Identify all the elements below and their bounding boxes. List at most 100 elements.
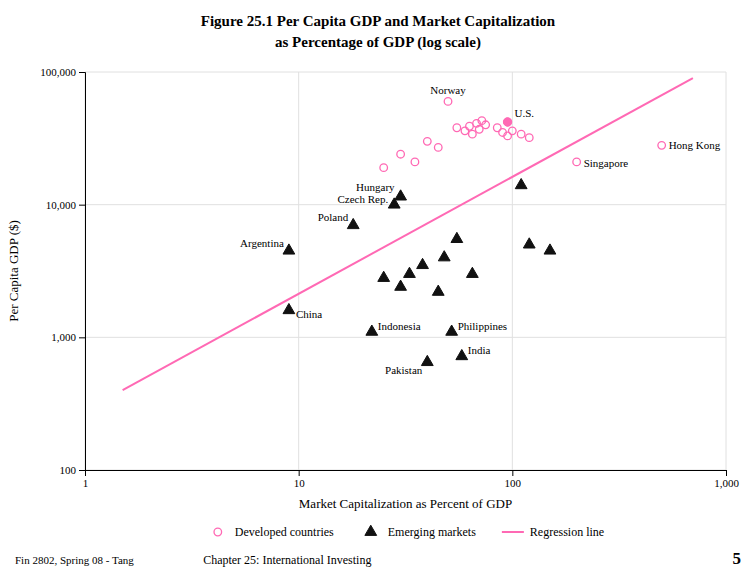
- x-axis-line: [86, 471, 727, 477]
- legend-item: Developed countries: [214, 525, 334, 539]
- legend-swatch: [365, 525, 377, 535]
- x-tick: 1: [83, 470, 89, 489]
- grid-line: [85, 337, 726, 338]
- x-tick-label: 1: [83, 477, 89, 489]
- point: [438, 251, 450, 261]
- plot-area: 1101001,0001001,00010,000100,000Market C…: [6, 66, 739, 511]
- legend-label: Developed countries: [235, 525, 334, 539]
- y-tick-mark: [79, 205, 85, 206]
- y-axis-title: Per Capita GDP ($): [6, 220, 21, 322]
- point: [544, 244, 556, 254]
- point: [397, 150, 405, 158]
- legend-label: Emerging markets: [388, 525, 476, 539]
- point: [366, 325, 378, 335]
- point: [504, 118, 512, 126]
- x-tick: 1,000: [714, 470, 739, 489]
- footer-text: 5: [733, 549, 742, 568]
- point: [404, 267, 416, 277]
- y-tick: 100: [60, 464, 86, 476]
- x-tick-label: 1,000: [714, 477, 739, 489]
- point: [503, 118, 511, 126]
- point: [515, 178, 527, 188]
- point-label: Hong Kong: [669, 139, 721, 151]
- grid-line: [85, 204, 726, 205]
- point-labels: Norway Hong Kong Singapore U.S. HungaryCzech…: [240, 84, 721, 376]
- x-tick-label: 10: [294, 477, 306, 489]
- point: [395, 190, 407, 200]
- point: [444, 98, 452, 106]
- point: [434, 144, 442, 152]
- footer-text: Fin 2802, Spring 08 - Tang: [15, 554, 134, 566]
- point: [504, 132, 512, 140]
- point: [461, 127, 469, 135]
- point-label: U.S.: [515, 107, 535, 119]
- point: [573, 158, 581, 166]
- point-label: Indonesia: [378, 320, 421, 332]
- x-tick-mark: [299, 470, 300, 476]
- title-group: Figure 25.1 Per Capita GDP and Market Ca…: [201, 13, 556, 51]
- point: [446, 325, 458, 335]
- point: [378, 271, 390, 281]
- point-label: Norway: [430, 84, 466, 96]
- point: [424, 138, 432, 146]
- y-tick-mark: [79, 72, 85, 73]
- point-label: India: [468, 344, 491, 356]
- point: [417, 258, 429, 268]
- point-label: Pakistan: [385, 364, 423, 376]
- footer-text: Chapter 25: International Investing: [203, 553, 371, 567]
- marks: [123, 78, 693, 390]
- y-tick: 1,000: [51, 331, 85, 343]
- point-label: Philippines: [458, 320, 508, 332]
- x-tick-label: 100: [505, 477, 522, 489]
- point: [453, 124, 461, 132]
- point: [388, 198, 400, 208]
- point: [347, 218, 359, 228]
- point: [432, 285, 444, 295]
- x-tick: 100: [505, 470, 522, 489]
- y-tick-mark: [79, 337, 85, 338]
- point-label: Singapore: [584, 157, 629, 169]
- point: [658, 142, 666, 150]
- regression-line: [123, 78, 693, 390]
- point: [473, 120, 481, 128]
- point: [466, 122, 474, 130]
- y-axis-line: [79, 73, 86, 471]
- y-axis: 100 1,000 10,000 100,000: [40, 66, 85, 476]
- x-axis: 1 10 100 1,000: [83, 470, 740, 489]
- grid: [85, 72, 726, 470]
- point: [421, 355, 433, 365]
- point-label: Czech Rep.: [338, 193, 389, 205]
- point-label: Hungary: [356, 181, 395, 193]
- point: [523, 238, 535, 248]
- legend-swatch: [214, 528, 222, 536]
- point: [451, 232, 463, 242]
- legend-label: Regression line: [530, 525, 604, 539]
- point: [469, 130, 477, 138]
- x-tick: 10: [294, 470, 306, 489]
- point-label: Poland: [318, 211, 349, 223]
- legend-item: Emerging markets: [365, 525, 476, 539]
- grid-line: [85, 72, 726, 73]
- legend-item: Regression line: [502, 525, 604, 539]
- point: [411, 158, 419, 166]
- grid-line: [512, 72, 513, 470]
- y-tick: 10,000: [46, 199, 85, 211]
- point: [525, 134, 533, 142]
- y-tick-label: 100,000: [40, 66, 76, 78]
- y-tick-label: 100: [60, 464, 77, 476]
- legend: Developed countries Emerging markets Regre…: [214, 525, 604, 539]
- point: [509, 127, 517, 135]
- chart: Figure 25.1 Per Capita GDP and Market Ca…: [0, 0, 756, 576]
- legend-swatch: [502, 531, 524, 533]
- point: [466, 267, 478, 277]
- point: [380, 164, 388, 172]
- point: [456, 349, 468, 359]
- point: [517, 130, 525, 138]
- x-tick-mark: [726, 470, 727, 476]
- y-tick-mark: [79, 470, 85, 471]
- subtitle: as Percentage of GDP (log scale): [275, 34, 481, 51]
- point: [283, 303, 295, 313]
- point: [283, 244, 295, 254]
- x-tick-mark: [512, 470, 513, 476]
- point-label: Argentina: [240, 237, 284, 249]
